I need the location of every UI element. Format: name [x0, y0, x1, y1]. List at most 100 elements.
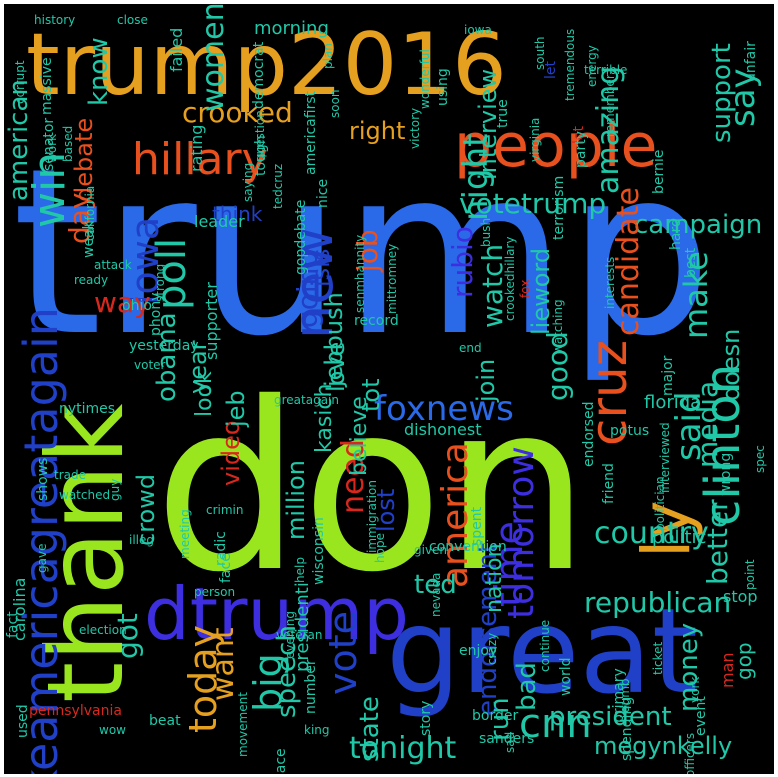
cloud-word-story: story: [418, 700, 434, 736]
cloud-word-endorsed: endorsed: [581, 401, 597, 468]
cloud-word-shows: shows: [35, 457, 51, 501]
cloud-word-terrorism: terrorism: [551, 175, 567, 240]
cloud-word-lost: lost: [372, 488, 400, 532]
cloud-word-using: using: [435, 68, 451, 106]
cloud-word-way: way: [94, 286, 151, 319]
cloud-word-crazy: crazy: [485, 632, 499, 665]
cloud-word-soon: soon: [328, 89, 342, 118]
cloud-word-used: used: [15, 703, 31, 738]
cloud-word-illeg: illeg: [129, 533, 155, 547]
cloud-word-people: people: [454, 111, 658, 181]
cloud-word-dishonest: dishonest: [404, 420, 482, 439]
cloud-word-tremendous: tremendous: [563, 28, 577, 101]
cloud-word-supporter: supporter: [202, 282, 221, 361]
cloud-word-given: given: [414, 543, 448, 557]
cloud-word-leader: leader: [194, 212, 245, 231]
cloud-word-better: better: [701, 499, 734, 585]
cloud-word-sanders: sanders: [479, 731, 535, 747]
cloud-word-attack: attack: [94, 258, 132, 272]
cloud-word-guy: guy: [108, 478, 122, 501]
cloud-word-video: video: [217, 420, 245, 486]
cloud-word-fox: fox: [518, 279, 532, 298]
cloud-word-nevada: nevada: [429, 572, 443, 618]
cloud-word-wow: wow: [99, 723, 126, 737]
cloud-word-florida: florida: [644, 392, 702, 413]
cloud-word-ready: ready: [74, 273, 109, 287]
cloud-word-sad: sad: [503, 731, 517, 753]
cloud-word-crimin: crimin: [206, 503, 244, 517]
cloud-word-morning: morning: [254, 18, 329, 39]
cloud-word-women: women: [196, 4, 231, 112]
cloud-word-california: california: [83, 185, 97, 241]
cloud-word-nice: nice: [315, 178, 331, 208]
cloud-word-lieword: lieword: [527, 247, 555, 335]
cloud-word-mittromney: mittromney: [385, 243, 399, 314]
cloud-word-candidate: candidate: [611, 187, 646, 336]
cloud-word-king: king: [304, 723, 330, 737]
cloud-word-watched: watched: [59, 488, 111, 502]
cloud-word-face: face: [218, 552, 234, 583]
cloud-word-votetrump: votetrump: [459, 187, 607, 220]
cloud-word-megynkelly: megynkelly: [594, 732, 733, 760]
cloud-word-interviewed: interviewed: [658, 422, 672, 494]
cloud-word-tedcruz: tedcruz: [271, 164, 285, 210]
cloud-word-americafirst: americafirst: [303, 90, 319, 175]
cloud-word-place: place: [273, 748, 289, 774]
cloud-word-wisconsin: wisconsin: [311, 516, 327, 585]
cloud-word-crooked: crooked: [182, 96, 293, 129]
cloud-word-virginia: virginia: [528, 117, 542, 162]
word-cloud-canvas: trump don trump2016 thank great people hillary…: [4, 4, 774, 774]
cloud-word-man: man: [718, 652, 737, 688]
cloud-word-campaign: campaign: [634, 210, 763, 240]
cloud-word-spending: spending: [619, 696, 635, 762]
cloud-word-party: party: [573, 131, 589, 168]
cloud-word-victory: victory: [408, 108, 422, 150]
cloud-word-best: best: [683, 247, 699, 278]
cloud-word-person: person: [194, 585, 236, 599]
cloud-word-pennsylvania: pennsylvania: [29, 703, 122, 719]
cloud-word-politic: politic: [652, 527, 707, 548]
cloud-word-world: world: [558, 657, 574, 696]
cloud-word-movement: movement: [236, 691, 250, 757]
cloud-word-work: work: [45, 133, 59, 163]
cloud-word-remember: remember: [603, 73, 617, 137]
cloud-word-nytimes: nytimes: [59, 401, 116, 417]
cloud-word-strong: strong: [153, 263, 167, 303]
cloud-word-failed: failed: [167, 27, 186, 72]
cloud-word-trade: trade: [54, 468, 86, 482]
cloud-word-ohio: ohio: [122, 298, 152, 314]
cloud-word-border: border: [472, 708, 519, 724]
cloud-word-fact: fact: [5, 610, 21, 638]
cloud-word-meeting: meeting: [178, 509, 192, 560]
cloud-word-believe: believe: [347, 396, 372, 477]
cloud-word-yesterday: yesterday: [129, 338, 199, 354]
cloud-word-know: know: [84, 37, 114, 107]
cloud-word-based: based: [61, 125, 75, 162]
cloud-word-saying: saying: [241, 162, 255, 203]
cloud-word-bernie: bernie: [651, 150, 667, 195]
cloud-word-energy: energy: [585, 45, 599, 88]
cloud-word-beat: beat: [149, 713, 181, 729]
cloud-word-york: york: [688, 676, 702, 703]
cloud-word-end: end: [459, 341, 482, 355]
cloud-word-ted: ted: [414, 570, 457, 600]
cloud-word-trump: trump: [12, 120, 713, 387]
cloud-word-major: major: [660, 355, 676, 396]
cloud-word-gopdebate: gopdebate: [293, 199, 309, 275]
cloud-word-true: true: [495, 98, 511, 128]
cloud-word-gop: gop: [732, 642, 756, 680]
cloud-word-point: point: [743, 559, 757, 590]
cloud-word-officers: officers: [683, 732, 697, 774]
cloud-word-spec: spec: [753, 444, 767, 473]
cloud-word-doesn: doesn: [717, 328, 745, 401]
cloud-word-hard: hard: [668, 217, 684, 250]
cloud-word-hillary: hillary: [132, 134, 268, 185]
cloud-word-want: want: [206, 627, 241, 701]
cloud-word-greatagain: greatagain: [274, 393, 339, 407]
cloud-word-foxnews: foxnews: [374, 389, 514, 429]
cloud-word-don: don: [154, 353, 591, 623]
cloud-word-ticket: ticket: [651, 641, 665, 676]
cloud-word-rating: rating: [187, 124, 206, 172]
cloud-word-wonderful: wonderful: [418, 48, 432, 109]
cloud-word-corrupt: corrupt: [13, 60, 27, 105]
